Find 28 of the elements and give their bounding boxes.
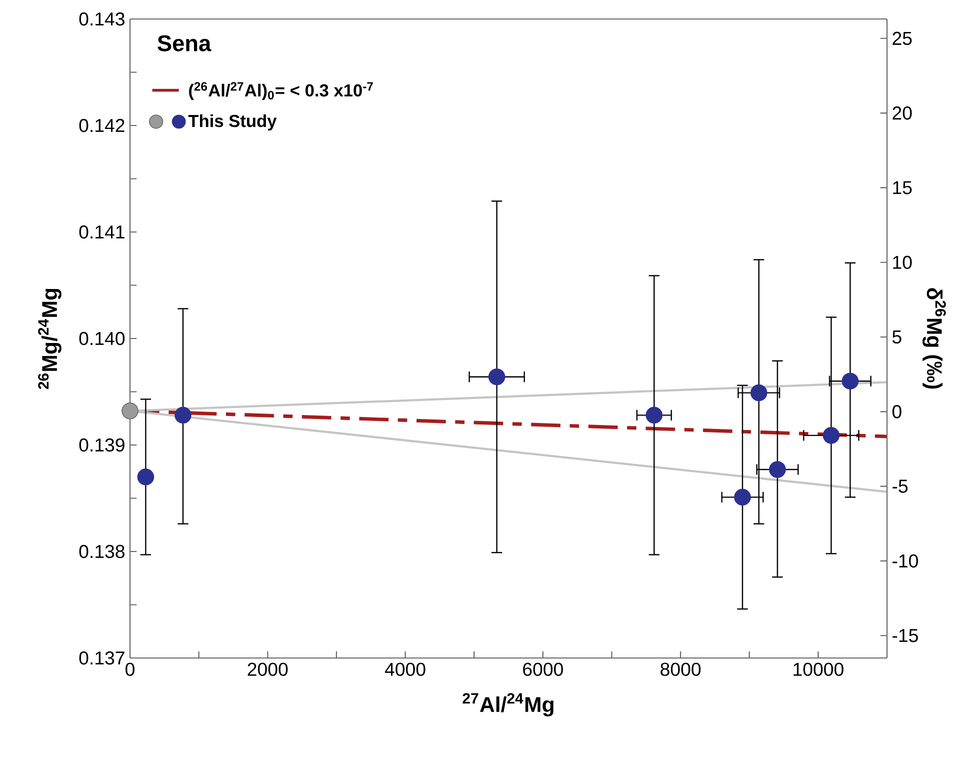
y-tick-label: 0.143 [79, 12, 124, 26]
x-tick-label: 6000 [523, 662, 563, 676]
x-tick-label: 4000 [384, 662, 426, 676]
legend-label: This Study [188, 114, 277, 131]
y-tick-label: 0.140 [79, 332, 125, 346]
y-tick-label: 0.137 [79, 651, 124, 665]
x-tick-label: 8000 [660, 662, 701, 676]
y2-tick-label: -5 [892, 480, 908, 493]
y-axis-title: $^{26}$Mg/$^{24}$Mg [38, 288, 62, 390]
y2-tick-label: 5 [892, 330, 902, 344]
legend-label: ($^{26}$Al/$^{27}$Al)$_{0}$= < 0.3 x10$^{-7}$ [189, 82, 373, 100]
y-tick-label: 0.139 [79, 438, 124, 452]
x-tick-label: 10000 [794, 662, 844, 676]
y-tick-label: 0.138 [79, 544, 124, 558]
y2-tick-label: 10 [893, 256, 912, 269]
y2-tick-label: -10 [892, 554, 918, 568]
y2-tick-label: 25 [892, 32, 912, 46]
x-axis-title: $^{27}$Al/$^{24}$Mg [462, 693, 554, 716]
y2-tick-label: -15 [892, 629, 918, 642]
y-tick-label: 0.141 [79, 225, 124, 239]
y2-tick-label: 15 [893, 181, 912, 194]
y-tick-label: 0.142 [79, 118, 124, 132]
y2-tick-label: 20 [892, 106, 912, 120]
legend-title: Sena [158, 35, 212, 52]
y2-tick-label: 0 [892, 405, 902, 418]
x-tick-label: 0 [126, 662, 134, 676]
x-tick-label: 2000 [248, 662, 288, 676]
y2-axis-title: δ$^{26}$Mg (‰) [922, 288, 946, 389]
